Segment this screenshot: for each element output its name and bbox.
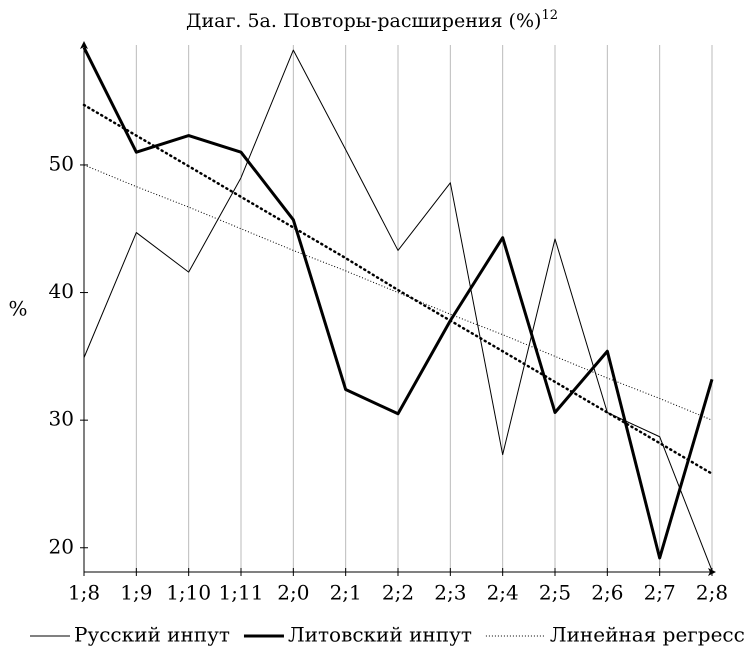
y-tick-label: 20 xyxy=(49,534,74,558)
x-tick-label: 2;1 xyxy=(330,581,362,605)
x-axis-arrow xyxy=(708,568,716,576)
x-tick-label: 2;6 xyxy=(591,581,623,605)
x-tick-label: 2;3 xyxy=(434,581,466,605)
x-tick-label: 1;11 xyxy=(219,581,264,605)
x-tick-label: 2;7 xyxy=(644,581,676,605)
y-axis-arrow xyxy=(80,41,88,49)
y-tick-label: 30 xyxy=(49,407,74,431)
chart-title: Диаг. 5а. Повторы-расширения (%)12 xyxy=(186,8,558,33)
x-tick-label: 2;2 xyxy=(382,581,414,605)
x-tick-label: 1;9 xyxy=(120,581,152,605)
x-tick-label: 2;5 xyxy=(539,581,571,605)
legend-label: Линейная регрессия xyxy=(550,623,744,647)
y-axis-label: % xyxy=(8,297,27,321)
y-tick-label: 40 xyxy=(49,279,74,303)
y-tick-label: 50 xyxy=(49,151,74,175)
x-tick-label: 2;4 xyxy=(487,581,519,605)
title-text: Диаг. 5а. Повторы-расширения (%) xyxy=(186,10,541,32)
title-superscript: 12 xyxy=(541,8,558,23)
series-line xyxy=(82,103,714,475)
x-tick-label: 1;10 xyxy=(166,581,211,605)
x-tick-label: 1;8 xyxy=(68,581,100,605)
x-tick-label: 2;8 xyxy=(696,581,728,605)
legend-label: Русский инпут xyxy=(74,623,230,647)
series-line xyxy=(82,46,714,560)
x-tick-label: 2;0 xyxy=(277,581,309,605)
legend-label: Литовский инпут xyxy=(288,623,472,647)
